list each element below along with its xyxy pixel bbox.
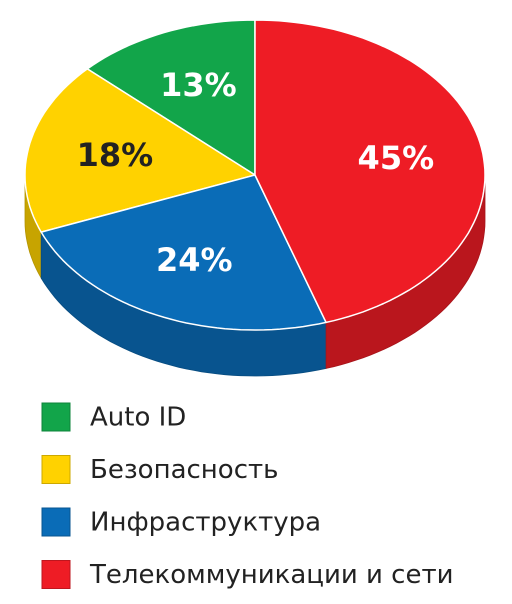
pie-tops xyxy=(24,19,486,331)
legend-label: Безопасность xyxy=(90,455,278,485)
legend: Auto ID Безопасность Инфраструктура Телеком… xyxy=(41,402,454,590)
pie-slice xyxy=(86,19,256,176)
data-label: 24% xyxy=(156,241,233,279)
pie-labels: 13%18% 24% 45% xyxy=(77,66,435,279)
legend-label: Телекоммуникации и сети xyxy=(89,560,454,590)
legend-swatch xyxy=(41,402,71,432)
data-label: 45% xyxy=(358,139,435,177)
legend-label: Auto ID xyxy=(90,403,186,433)
data-label: 18% xyxy=(77,136,154,174)
legend-swatch xyxy=(41,507,71,537)
pie-slice xyxy=(254,19,486,324)
pie-slice xyxy=(24,68,256,233)
legend-swatch xyxy=(41,455,71,484)
legend-label: Инфраструктура xyxy=(90,508,321,538)
pie-slice xyxy=(40,174,327,331)
legend-swatch xyxy=(41,560,71,589)
data-label: 13% xyxy=(160,66,237,104)
